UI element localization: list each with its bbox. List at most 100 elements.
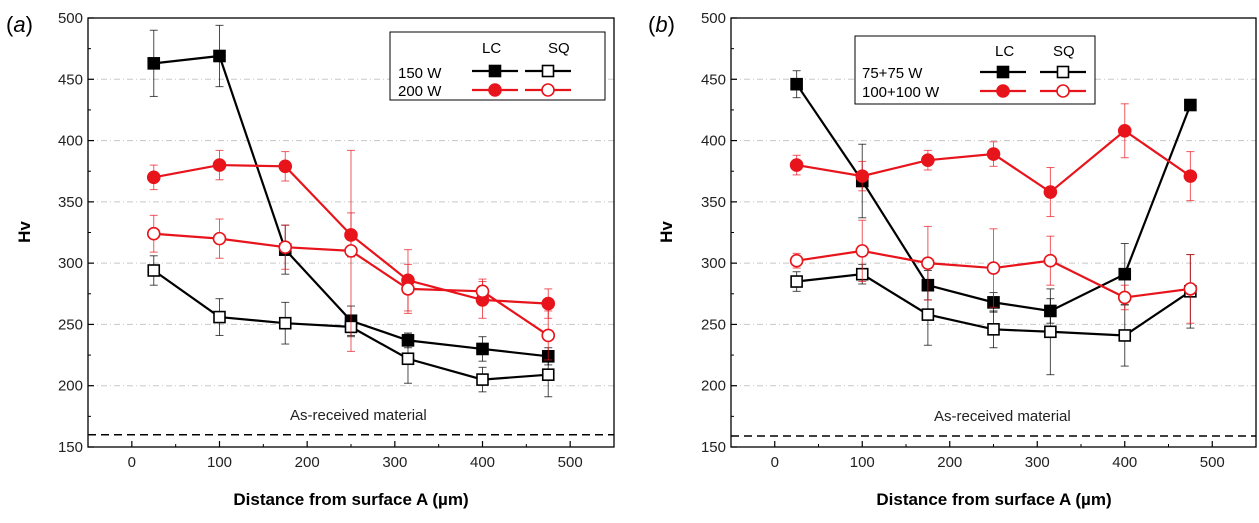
y-tick-label: 200 xyxy=(701,378,726,395)
data-point xyxy=(855,244,870,258)
series-200-w-sq xyxy=(146,149,556,361)
data-point xyxy=(986,261,1001,275)
y-tick-label: 250 xyxy=(58,316,83,333)
data-point xyxy=(1117,123,1132,138)
data-point xyxy=(921,308,935,321)
legend-header-sq: SQ xyxy=(1053,43,1075,60)
legend-marker xyxy=(488,83,502,97)
reference-label: As-received material xyxy=(934,408,1071,425)
y-tick-label: 400 xyxy=(58,133,83,150)
data-point xyxy=(1117,290,1132,305)
y-axis-label: Hv xyxy=(657,221,676,243)
data-point xyxy=(855,169,870,183)
y-tick-label: 150 xyxy=(701,439,726,456)
data-point xyxy=(1118,329,1132,342)
x-tick-label: 200 xyxy=(937,454,962,471)
data-point xyxy=(212,158,227,172)
legend-row-label: 75+75 W xyxy=(862,65,923,82)
legend-row-label: 100+100 W xyxy=(862,84,940,101)
legend-box xyxy=(854,35,1096,105)
y-tick-label: 450 xyxy=(58,71,83,88)
data-point xyxy=(213,310,226,324)
data-point xyxy=(1043,253,1058,268)
series-100-100-w-lc xyxy=(789,103,1198,218)
legend-header-lc: LC xyxy=(995,43,1014,60)
y-tick-label: 450 xyxy=(701,71,726,88)
x-tick-label: 0 xyxy=(128,454,136,471)
y-tick-label: 500 xyxy=(701,10,726,27)
x-tick-label: 300 xyxy=(1025,454,1050,471)
data-point xyxy=(1183,169,1198,183)
legend-marker xyxy=(541,83,555,97)
data-point xyxy=(987,323,1000,336)
x-tick-label: 100 xyxy=(207,454,232,471)
series-group xyxy=(789,70,1198,376)
data-point xyxy=(790,77,803,91)
data-point xyxy=(1183,282,1198,296)
legend: LC SQ 150 W 200 W xyxy=(389,31,606,101)
data-point xyxy=(475,284,490,299)
data-point xyxy=(146,226,161,241)
data-point xyxy=(278,316,292,330)
data-point xyxy=(147,57,161,70)
x-axis-label: Distance from surface A (µm) xyxy=(876,490,1111,509)
data-point xyxy=(541,328,556,343)
data-point xyxy=(921,256,935,270)
data-point xyxy=(476,342,489,356)
axis-ticks: 0 100 200 300 400 500 150 200 250 300 350 400 450 500 xyxy=(58,10,615,471)
axis-ticks: 0 100 200 300 400 500 150 200 250 300 350 400 450 500 xyxy=(701,10,1257,471)
y-tick-label: 350 xyxy=(701,194,726,211)
data-point xyxy=(401,352,415,366)
x-tick-label: 500 xyxy=(558,454,583,471)
y-tick-label: 250 xyxy=(701,316,726,333)
legend-marks xyxy=(980,65,1086,98)
data-point xyxy=(541,296,556,311)
data-point xyxy=(212,231,227,246)
x-tick-label: 300 xyxy=(382,454,407,471)
x-tick-label: 500 xyxy=(1200,454,1225,471)
series-150-w-sq xyxy=(147,255,555,398)
legend-marker xyxy=(1056,65,1070,79)
legend-header-lc: LC xyxy=(482,40,501,57)
data-point xyxy=(790,275,803,288)
series-group xyxy=(146,24,556,398)
data-point xyxy=(986,147,1001,161)
data-point xyxy=(789,253,804,268)
data-point xyxy=(921,153,935,167)
legend-row-label: 150 W xyxy=(398,65,442,82)
legend-marker xyxy=(541,64,555,78)
legend-marker xyxy=(996,84,1010,98)
y-tick-label: 150 xyxy=(58,439,83,456)
legend-marker xyxy=(996,65,1010,79)
y-tick-label: 200 xyxy=(58,378,83,395)
data-point xyxy=(1044,325,1057,339)
y-tick-label: 400 xyxy=(701,133,726,150)
y-axis-label: Hv xyxy=(15,221,34,243)
data-point xyxy=(344,244,358,258)
x-axis-label: Distance from surface A (µm) xyxy=(233,490,468,509)
legend: LC SQ 75+75 W 100+100 W xyxy=(854,35,1096,105)
y-tick-label: 300 xyxy=(58,255,83,272)
panel-label-b: (b) xyxy=(648,12,675,37)
data-point xyxy=(541,368,555,381)
data-point xyxy=(278,159,293,174)
y-tick-label: 350 xyxy=(58,194,83,211)
legend-marker xyxy=(1056,84,1070,98)
reference-label: As-received material xyxy=(290,407,427,424)
x-tick-label: 100 xyxy=(850,454,875,471)
legend-header-sq: SQ xyxy=(548,40,570,57)
data-point xyxy=(1184,98,1197,112)
x-tick-label: 400 xyxy=(1112,454,1137,471)
legend-marks xyxy=(472,64,571,97)
y-tick-label: 300 xyxy=(701,255,726,272)
x-tick-label: 0 xyxy=(771,454,779,471)
data-point xyxy=(1118,267,1132,281)
panel-a: (a) As-received material 0 100 200 300 400 50… xyxy=(6,10,615,509)
data-point xyxy=(213,49,226,63)
legend-row-label: 200 W xyxy=(398,83,442,100)
data-point xyxy=(147,264,161,277)
series-100-100-w-sq xyxy=(789,219,1198,324)
data-point xyxy=(1043,185,1058,199)
x-tick-label: 400 xyxy=(470,454,495,471)
